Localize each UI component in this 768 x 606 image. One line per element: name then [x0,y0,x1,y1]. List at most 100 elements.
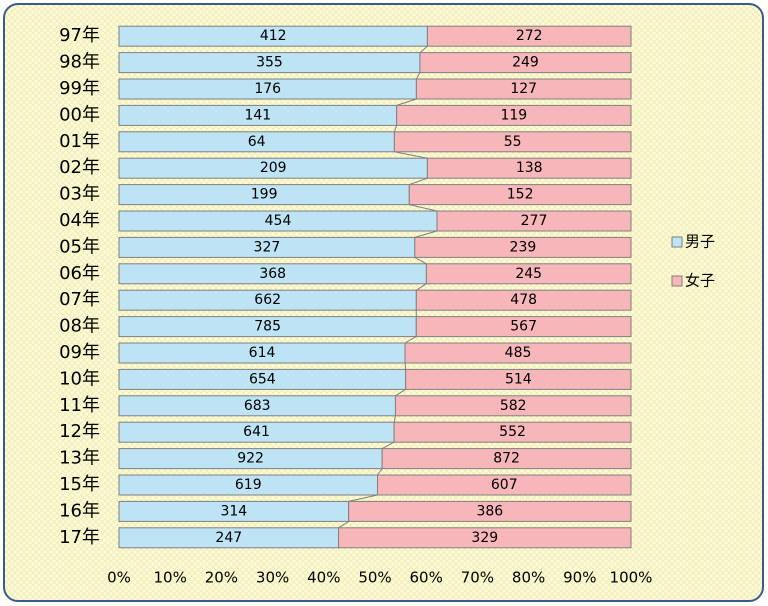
value-label: 872 [493,451,520,467]
series-line [404,362,407,370]
x-tick-label: 100% [610,569,653,587]
y-tick-label: 00年 [59,104,100,125]
y-tick-label: 16年 [59,500,100,521]
value-label: 478 [510,292,537,308]
y-tick-label: 02年 [59,157,100,178]
bar [426,157,632,179]
bar [393,131,632,153]
value-label: 329 [471,530,498,546]
series-line [414,256,427,265]
bar [338,527,632,549]
value-label: 654 [249,371,276,387]
x-tick-label: 10% [154,569,187,587]
series-line [395,388,406,397]
value-label: 607 [491,477,518,493]
bar [394,395,632,417]
y-tick-label: 98年 [59,52,100,73]
series-line [377,468,383,476]
series-line [348,494,378,502]
value-label: 141 [244,107,271,123]
value-label: 485 [505,345,532,361]
series-line [415,72,421,80]
value-label: 567 [510,319,537,335]
value-label: 614 [249,345,276,361]
bar [404,342,632,364]
value-label: 355 [256,55,283,71]
value-label: 245 [515,266,542,282]
value-label: 249 [512,55,539,71]
series-line [416,283,427,291]
x-tick-label: 40% [307,569,340,587]
series-line [404,336,417,344]
value-label: 138 [516,160,543,176]
x-tick-label: 80% [512,569,545,587]
series-line [393,415,396,423]
series-line [409,177,428,186]
value-label: 199 [251,187,278,203]
bar [377,474,632,496]
bar [348,500,632,522]
y-tick-label: 01年 [59,131,100,152]
value-label: 619 [235,477,262,493]
value-label: 412 [260,28,287,44]
bar [393,421,632,443]
value-label: 454 [265,213,292,229]
value-label: 582 [500,398,527,414]
bar [415,289,632,311]
value-label: 127 [510,81,537,97]
y-tick-label: 05年 [59,236,100,257]
value-label: 277 [521,213,548,229]
x-tick-label: 0% [107,569,131,587]
series-line [338,520,349,529]
y-tick-label: 08年 [59,316,100,337]
value-label: 922 [237,451,264,467]
series-line [396,98,417,106]
bar [436,210,632,232]
bar [408,184,632,206]
y-tick-label: 97年 [59,25,100,46]
bar [415,316,632,338]
value-label: 152 [507,187,534,203]
value-label: 176 [254,81,281,97]
x-tick-label: 50% [358,569,391,587]
y-tick-label: 10年 [59,368,100,389]
series-line [414,230,438,238]
legend-label: 女子 [685,272,715,290]
series-line [393,125,398,132]
bar [415,78,632,100]
y-tick-label: 17年 [59,527,100,548]
bar [419,52,632,74]
value-label: 683 [244,398,271,414]
value-label: 247 [215,530,242,546]
value-label: 239 [510,239,537,255]
bar [396,104,632,126]
bar [425,263,632,285]
value-label: 55 [504,134,522,150]
y-tick-label: 04年 [59,210,100,231]
series-line [394,151,428,159]
value-label: 552 [499,424,526,440]
x-tick-label: 90% [563,569,596,587]
bar [426,25,632,47]
bar [405,368,632,390]
y-tick-label: 99年 [59,78,100,99]
x-tick-label: 20% [205,569,238,587]
value-label: 119 [500,107,527,123]
legend-label: 男子 [685,233,715,251]
y-tick-label: 06年 [59,263,100,284]
x-tick-label: 60% [410,569,443,587]
y-tick-label: 07年 [59,289,100,310]
y-tick-label: 13年 [59,448,100,469]
y-tick-label: 15年 [59,474,100,495]
legend-swatch [671,236,683,248]
value-label: 514 [505,371,532,387]
y-tick-label: 12年 [59,421,100,442]
series-line [409,204,438,212]
value-label: 64 [248,134,266,150]
value-label: 368 [259,266,286,282]
series-line [381,441,395,450]
x-tick-label: 70% [461,569,494,587]
legend-swatch [671,275,683,287]
y-tick-label: 09年 [59,342,100,363]
